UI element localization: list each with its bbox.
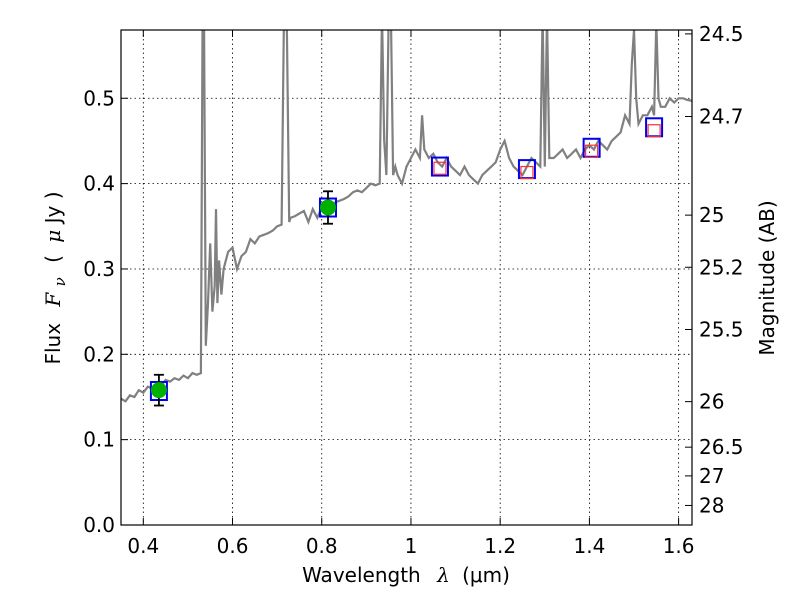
x-tick-label: 1.4 [573,534,605,558]
magnitude-tick-label: 26.5 [699,435,744,459]
predicted-photometry-box [585,144,599,158]
x-tick-label: 0.4 [127,534,159,558]
magnitude-axis-title: Magnitude (AB) [755,200,779,355]
y-axis-title-paren: ( [41,255,65,263]
x-axis-title-prefix: Wavelength [302,563,421,587]
y-axis-title-unit: Jy ) [41,191,65,225]
x-axis-ticks: 0.4 0.6 0.8 1 1.2 1.4 1.6 [127,30,695,558]
x-tick-label: 0.6 [217,534,249,558]
magnitude-tick-label: 24.5 [699,22,744,46]
spectrum-line [121,30,692,403]
y-axis-title: Flux F ν ( μ Jy ) [41,191,70,364]
x-axis-title-unit: (μm) [462,563,510,587]
y-tick-label: 0.3 [83,257,115,281]
grid-lines [121,30,692,525]
observed-photometry-point [319,199,336,216]
y-axis-title-prefix: Flux [41,323,65,365]
x-tick-label: 1 [405,534,418,558]
photometry-markers [149,117,664,407]
y-axis-ticks: 0.0 0.1 0.2 0.3 0.4 0.5 [83,86,128,537]
predicted-photometry-box [520,165,534,180]
magnitude-tick-label: 26 [699,390,724,414]
x-tick-label: 1.2 [484,534,516,558]
y-tick-label: 0.1 [83,428,115,452]
plot-frame [120,29,693,526]
magnitude-axis-ticks: 24.5 24.7 25 25.2 25.5 26 26.5 27 28 [685,22,744,517]
magnitude-tick-label: 25.2 [699,255,744,279]
y-tick-label: 0.5 [83,86,115,110]
y-axis-title-subscript: ν [51,277,69,286]
model-photometry-box [430,156,449,177]
y-tick-label: 0.4 [83,172,115,196]
predicted-photometry-box [433,161,447,175]
magnitude-tick-label: 28 [699,493,724,517]
x-axis-title-symbol: λ [436,563,450,587]
predicted-photometry-box [647,124,661,138]
y-tick-label: 0.2 [83,342,115,366]
magnitude-tick-label: 25.5 [699,317,744,341]
observed-photometry-point [150,382,167,399]
x-axis-title: Wavelength λ (μm) [302,563,510,587]
magnitude-tick-label: 25 [699,203,724,227]
x-tick-label: 1.6 [663,534,695,558]
y-axis-title-mu: μ [41,230,65,243]
magnitude-tick-label: 27 [699,464,724,488]
magnitude-tick-label: 24.7 [699,105,744,129]
x-tick-label: 0.8 [306,534,338,558]
y-tick-label: 0.0 [83,513,115,537]
y-axis-title-symbol: F [41,292,65,308]
